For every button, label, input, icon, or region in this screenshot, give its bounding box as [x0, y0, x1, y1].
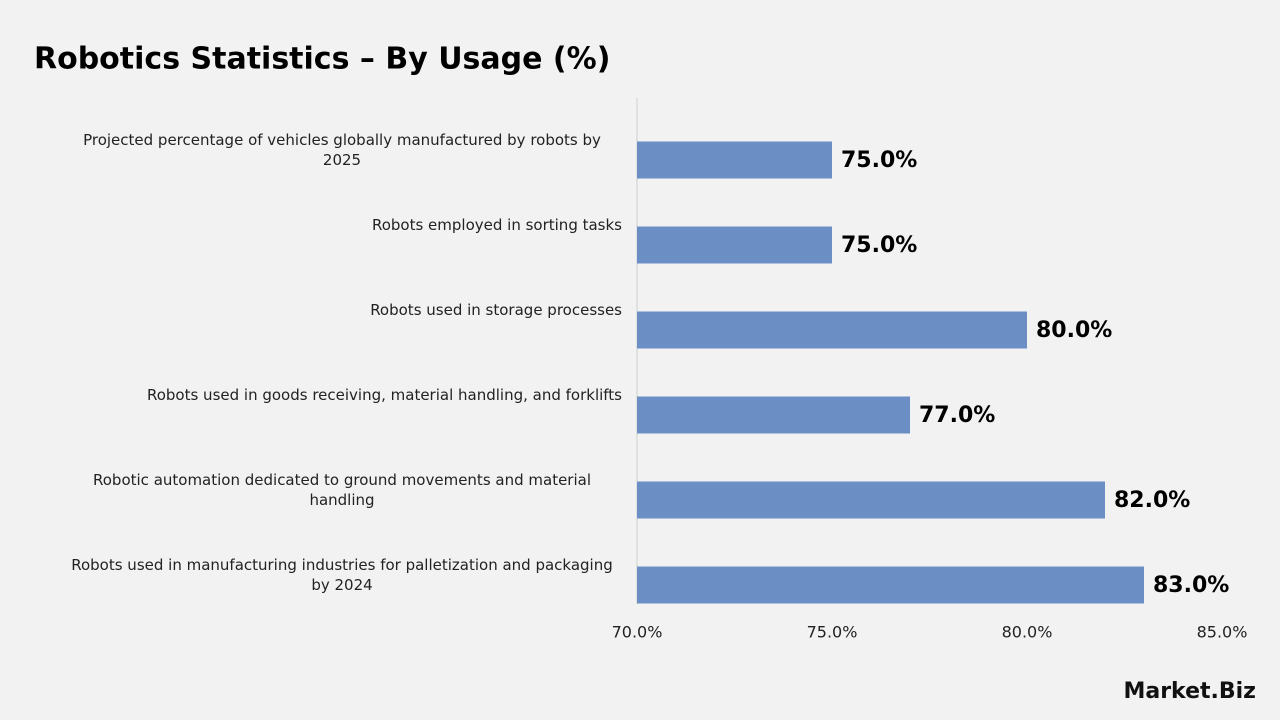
x-tick-label: 70.0% [612, 623, 663, 642]
chart-title: Robotics Statistics – By Usage (%) [34, 42, 610, 77]
bar [637, 311, 1027, 349]
bar [637, 141, 832, 179]
category-label: Robots used in manufacturing industries … [71, 556, 613, 594]
x-tick-label: 80.0% [1002, 623, 1053, 642]
logo: Market.Biz [1123, 679, 1256, 704]
value-label: 75.0% [841, 148, 917, 173]
value-label: 80.0% [1036, 318, 1112, 343]
category-label: Robots used in goods receiving, material… [146, 386, 622, 404]
value-label: 77.0% [919, 403, 995, 428]
value-label: 75.0% [841, 233, 917, 258]
bar [637, 481, 1105, 519]
value-label: 83.0% [1153, 573, 1229, 598]
bar [637, 566, 1144, 604]
category-label: Robots used in storage processes [370, 301, 622, 319]
bar [637, 226, 832, 264]
bar [637, 396, 910, 434]
x-tick-label: 75.0% [807, 623, 858, 642]
value-label: 82.0% [1114, 488, 1190, 513]
x-tick-label: 85.0% [1197, 623, 1248, 642]
category-label: Projected percentage of vehicles globall… [83, 131, 601, 169]
category-label: Robotic automation dedicated to ground m… [93, 471, 591, 509]
category-label: Robots employed in sorting tasks [371, 216, 622, 234]
